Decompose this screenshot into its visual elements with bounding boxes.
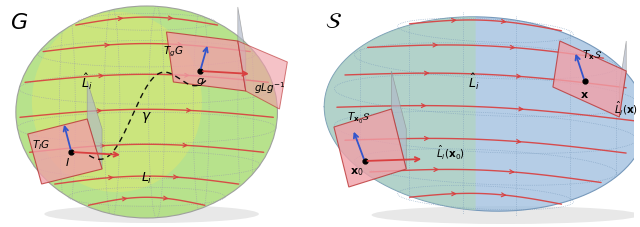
Text: $\hat{L}_i(\mathbf{x}_0)$: $\hat{L}_i(\mathbf{x}_0)$ bbox=[436, 142, 465, 160]
Polygon shape bbox=[324, 18, 640, 211]
Ellipse shape bbox=[32, 13, 202, 192]
Text: $gLg^{-1}$: $gLg^{-1}$ bbox=[254, 80, 285, 96]
Polygon shape bbox=[238, 8, 246, 92]
Polygon shape bbox=[166, 33, 246, 92]
Polygon shape bbox=[620, 42, 627, 118]
Text: $\hat{L}_i$: $\hat{L}_i$ bbox=[468, 72, 479, 92]
Polygon shape bbox=[87, 82, 102, 169]
Text: $T_g G$: $T_g G$ bbox=[163, 44, 184, 59]
Text: $\gamma$: $\gamma$ bbox=[141, 110, 152, 125]
Polygon shape bbox=[28, 119, 102, 184]
Ellipse shape bbox=[16, 7, 278, 218]
Polygon shape bbox=[334, 109, 406, 187]
Ellipse shape bbox=[372, 206, 639, 224]
Text: $T_{\mathbf{x}_0}\mathcal{S}$: $T_{\mathbf{x}_0}\mathcal{S}$ bbox=[347, 110, 371, 125]
Text: $T_I G$: $T_I G$ bbox=[33, 138, 51, 151]
Text: $\mathbf{x}_0$: $\mathbf{x}_0$ bbox=[350, 165, 364, 177]
Text: $\mathbf{x}$: $\mathbf{x}$ bbox=[580, 90, 589, 100]
Text: $g$: $g$ bbox=[196, 76, 205, 88]
Ellipse shape bbox=[44, 205, 259, 223]
Text: $G$: $G$ bbox=[10, 12, 28, 34]
Polygon shape bbox=[238, 42, 287, 109]
Text: $T_{\mathbf{x}}\mathcal{S}$: $T_{\mathbf{x}}\mathcal{S}$ bbox=[582, 48, 603, 62]
Polygon shape bbox=[324, 18, 476, 211]
Text: $I$: $I$ bbox=[65, 155, 70, 167]
Text: $L_i$: $L_i$ bbox=[141, 170, 152, 185]
Text: $\mathcal{S}$: $\mathcal{S}$ bbox=[325, 12, 342, 32]
Polygon shape bbox=[392, 72, 406, 169]
Text: $\hat{L}_i$: $\hat{L}_i$ bbox=[81, 72, 93, 92]
Text: $\hat{L}_i(\mathbf{x})$: $\hat{L}_i(\mathbf{x})$ bbox=[614, 99, 638, 116]
Polygon shape bbox=[553, 42, 627, 118]
